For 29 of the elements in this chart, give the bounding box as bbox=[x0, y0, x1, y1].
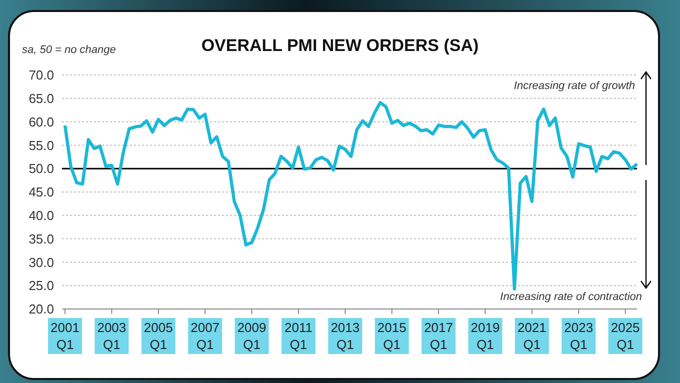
x-tick-label: 2001 Q1 bbox=[50, 320, 80, 352]
chart-title: OVERALL PMI NEW ORDERS (SA) bbox=[201, 36, 479, 55]
y-tick-label: 70.0 bbox=[28, 68, 54, 83]
y-tick-label: 60.0 bbox=[28, 114, 54, 130]
x-tick-label: 2009 Q1 bbox=[237, 320, 266, 352]
y-tick-label: 30.0 bbox=[28, 254, 54, 270]
x-tick-label: 2011 Q1 bbox=[284, 320, 312, 352]
y-tick-label: 35.0 bbox=[28, 231, 54, 246]
annotation: Increasing rate of growth bbox=[514, 80, 635, 92]
annotation: Increasing rate of contraction bbox=[500, 291, 642, 303]
x-tick-label: 2019 Q1 bbox=[470, 320, 500, 352]
y-tick-label: 20.0 bbox=[28, 302, 54, 317]
x-tick-label: 2015 Q1 bbox=[377, 320, 406, 352]
text: sa, 50 = no change bbox=[22, 44, 116, 56]
y-tick-label: 25.0 bbox=[28, 278, 54, 294]
x-tick-label: 2013 Q1 bbox=[330, 320, 360, 352]
y-tick-label: 40.0 bbox=[28, 208, 54, 224]
y-tick-label: 65.0 bbox=[28, 91, 54, 106]
x-tick-label: 2017 Q1 bbox=[424, 320, 454, 352]
x-tick-label: 2023 Q1 bbox=[564, 320, 594, 352]
y-tick-label: 50.0 bbox=[28, 161, 54, 176]
x-tick-label: 2025 Q1 bbox=[610, 320, 640, 352]
y-tick-label: 45.0 bbox=[28, 184, 54, 200]
x-tick-label: 2021 Q1 bbox=[517, 320, 546, 352]
x-tick-label: 2003 Q1 bbox=[97, 320, 126, 352]
line-series bbox=[63, 101, 639, 290]
y-tick-label: 55.0 bbox=[28, 138, 54, 153]
x-tick-label: 2007 Q1 bbox=[190, 320, 220, 352]
x-tick-label: 2005 Q1 bbox=[144, 320, 173, 352]
